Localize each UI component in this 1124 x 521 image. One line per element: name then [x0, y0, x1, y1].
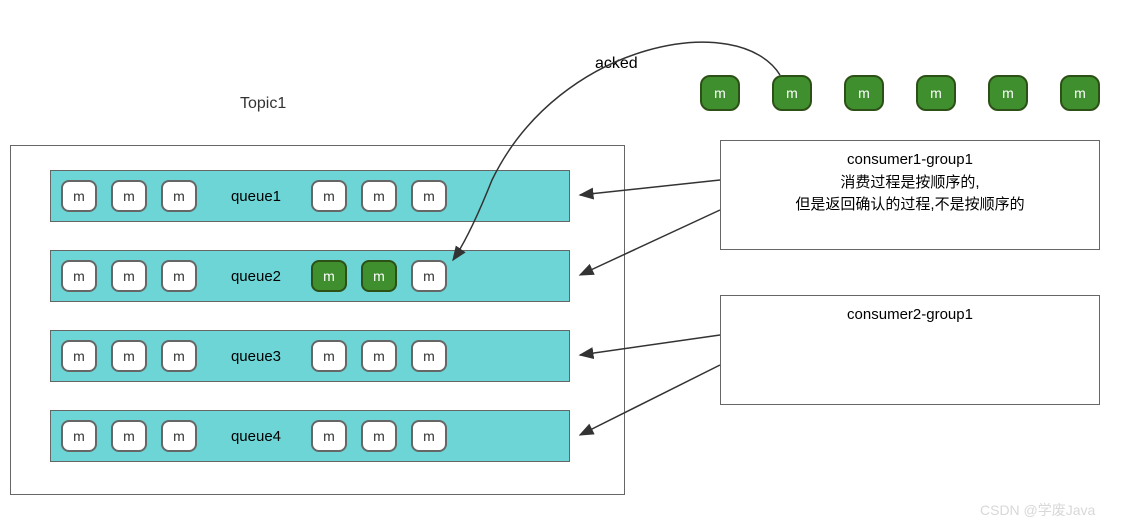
message: m [411, 420, 447, 452]
queue-2: mmmqueue2mmm [50, 250, 570, 302]
message: m [61, 340, 97, 372]
message: m [411, 180, 447, 212]
queue-label: queue3 [211, 348, 301, 365]
message: m [61, 420, 97, 452]
inflight-message: m [772, 75, 812, 111]
message: m [161, 260, 197, 292]
message-acked: m [361, 260, 397, 292]
acked-label: acked [595, 55, 638, 73]
message: m [361, 180, 397, 212]
message: m [361, 420, 397, 452]
consumer-title: consumer1-group1 [721, 149, 1099, 172]
message: m [111, 260, 147, 292]
inflight-message: m [988, 75, 1028, 111]
queue-3: mmmqueue3mmm [50, 330, 570, 382]
queue-label: queue2 [211, 268, 301, 285]
queue-label: queue1 [211, 188, 301, 205]
consumer-box-1: consumer1-group1消费过程是按顺序的,但是返回确认的过程,不是按顺… [720, 140, 1100, 250]
message: m [161, 340, 197, 372]
message: m [311, 340, 347, 372]
queue-1: mmmqueue1mmm [50, 170, 570, 222]
message: m [111, 180, 147, 212]
inflight-message: m [700, 75, 740, 111]
inflight-message: m [844, 75, 884, 111]
topic-label: Topic1 [240, 95, 286, 113]
message: m [311, 420, 347, 452]
watermark: CSDN @学废Java [980, 500, 1095, 520]
message: m [61, 180, 97, 212]
consumer-note-line: 消费过程是按顺序的, [721, 172, 1099, 195]
message: m [161, 180, 197, 212]
consumer-box-2: consumer2-group1 [720, 295, 1100, 405]
queue-label: queue4 [211, 428, 301, 445]
consumer-note-line: 但是返回确认的过程,不是按顺序的 [721, 194, 1099, 217]
consumer-title: consumer2-group1 [721, 304, 1099, 327]
inflight-message: m [1060, 75, 1100, 111]
message: m [111, 420, 147, 452]
message: m [411, 260, 447, 292]
inflight-message: m [916, 75, 956, 111]
message: m [311, 180, 347, 212]
message-acked: m [311, 260, 347, 292]
message: m [111, 340, 147, 372]
queue-4: mmmqueue4mmm [50, 410, 570, 462]
message: m [161, 420, 197, 452]
message: m [61, 260, 97, 292]
message: m [411, 340, 447, 372]
message: m [361, 340, 397, 372]
